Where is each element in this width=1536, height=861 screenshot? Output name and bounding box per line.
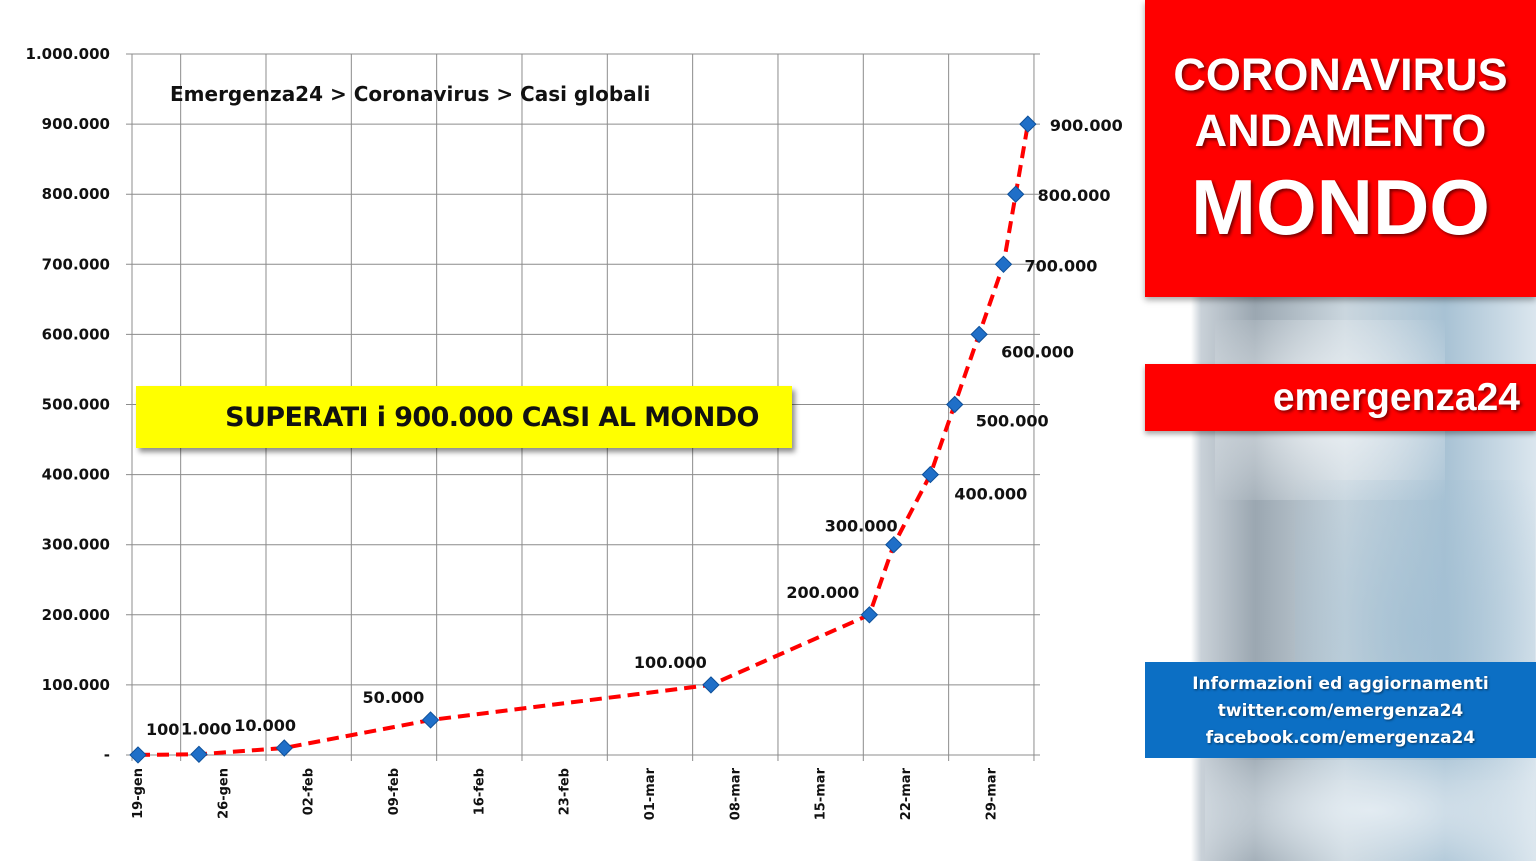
y-tick-label: 1.000.000	[26, 45, 110, 63]
headline-text: SUPERATI i 900.000 CASI AL MONDO	[225, 401, 759, 433]
chart-title: Emergenza24 > Coronavirus > Casi globali	[170, 82, 650, 106]
y-tick-label: 200.000	[42, 606, 110, 624]
y-tick-label: 400.000	[42, 466, 110, 484]
brand-box: emergenza24	[1145, 364, 1536, 431]
x-tick-label: 02-feb	[302, 768, 317, 815]
y-tick-label: 800.000	[42, 185, 110, 203]
chart-area: - 100.000 200.000 300.000 400.000 500.000 600.…	[26, 45, 1123, 820]
y-tick-label: 600.000	[42, 325, 110, 343]
x-tick-label: 23-feb	[558, 768, 573, 815]
data-label: 700.000	[1024, 256, 1097, 275]
data-label: 1.000	[181, 719, 232, 738]
data-point-marker	[921, 465, 940, 484]
y-tick-label: 700.000	[42, 255, 110, 273]
x-tick-label: 26-gen	[216, 768, 231, 819]
title-line-coronavirus: CORONAVIRUS	[1173, 49, 1508, 100]
data-point-marker	[994, 255, 1013, 274]
data-label: 50.000	[363, 688, 425, 707]
data-point-marker	[1019, 115, 1037, 133]
x-tick-label: 29-mar	[984, 767, 999, 820]
data-label: 100.000	[634, 653, 707, 672]
data-point-marker	[421, 711, 440, 729]
y-tick-label: 100.000	[42, 676, 110, 694]
data-label: 500.000	[976, 412, 1049, 431]
data-point-marker	[970, 325, 988, 344]
facebook-link[interactable]: facebook.com/emergenza24	[1205, 728, 1476, 748]
headline-banner: SUPERATI i 900.000 CASI AL MONDO	[136, 386, 792, 448]
brand-name: emergenza24	[1272, 376, 1520, 419]
data-point-marker	[190, 745, 208, 764]
x-tick-label: 08-mar	[728, 767, 743, 820]
x-tick-label: 22-mar	[899, 767, 914, 820]
data-label: 10.000	[234, 716, 296, 735]
data-label: 900.000	[1050, 116, 1123, 135]
data-point-marker	[946, 395, 964, 414]
y-tick-label: -	[104, 746, 110, 764]
y-tick-label: 900.000	[42, 115, 110, 133]
title-box: CORONAVIRUS ANDAMENTO MONDO	[1145, 0, 1536, 297]
data-point-marker	[885, 535, 903, 554]
title-line-mondo: MONDO	[1191, 163, 1490, 251]
info-box: Informazioni ed aggiornamenti twitter.co…	[1145, 662, 1536, 758]
data-point-marker	[1006, 185, 1025, 203]
y-tick-label: 500.000	[42, 396, 110, 414]
data-label: 600.000	[1001, 342, 1074, 361]
data-point-marker	[275, 739, 293, 757]
y-tick-label: 300.000	[42, 536, 110, 554]
data-point-marker	[702, 676, 720, 694]
data-label: 400.000	[954, 485, 1027, 504]
x-tick-label: 16-feb	[472, 768, 487, 815]
twitter-link[interactable]: twitter.com/emergenza24	[1217, 701, 1464, 721]
data-label: 300.000	[825, 517, 898, 536]
data-label: 200.000	[786, 583, 859, 602]
title-line-andamento: ANDAMENTO	[1194, 105, 1487, 156]
x-tick-label: 15-mar	[814, 767, 829, 820]
data-point-marker	[860, 606, 879, 624]
data-label: 800.000	[1038, 186, 1111, 205]
x-tick-label: 09-feb	[387, 768, 402, 815]
x-tick-label: 01-mar	[643, 767, 658, 820]
info-line-updates: Informazioni ed aggiornamenti	[1192, 674, 1489, 694]
x-tick-label: 19-gen	[131, 768, 146, 819]
data-label: 100	[146, 720, 179, 739]
data-point-marker	[129, 746, 147, 764]
